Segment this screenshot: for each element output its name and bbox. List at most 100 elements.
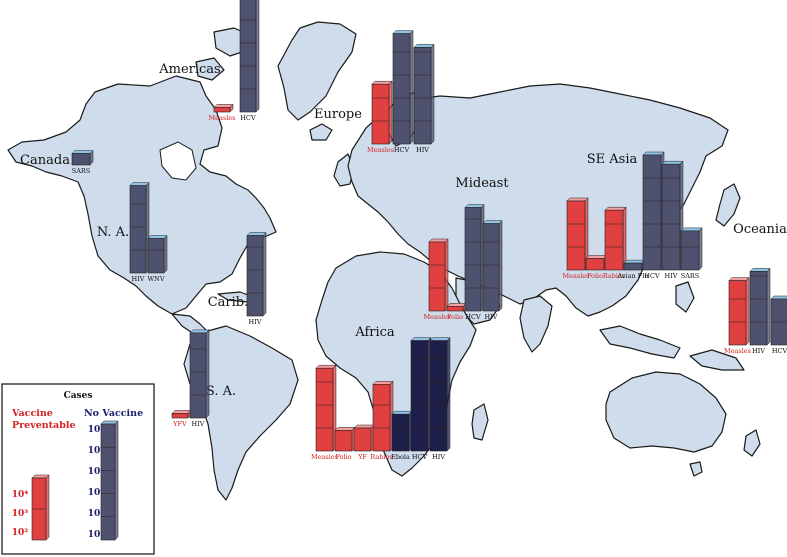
bar-americas-measles: Measles	[209, 103, 236, 122]
legend-no-vaccine-ticks: 10⁷ 10⁶ 10⁵ 10⁴ 10³ 10²	[88, 425, 105, 540]
region-label: Europe	[314, 107, 362, 122]
bar-africa-ebola: Ebola	[391, 410, 413, 461]
region-label: S. A.	[206, 384, 236, 399]
bar-oceania-hiv: HIV	[749, 267, 771, 355]
legend: Cases Vaccine Preventable No Vaccine 10⁷…	[1, 383, 155, 555]
legend-no-vaccine-tick: 10³	[88, 509, 105, 519]
bar-carib--hiv: HIV	[246, 231, 267, 326]
bar-label: Polio	[587, 272, 603, 280]
bar-front	[429, 340, 448, 452]
bar-label: HIV	[192, 420, 205, 428]
bar-s-a--yfv: YFV	[171, 409, 192, 428]
bar-front	[334, 429, 353, 452]
bar-front	[371, 83, 390, 145]
bar-label: YFV	[172, 420, 187, 428]
region-label: N. A.	[97, 225, 129, 240]
bar-label: HCV	[772, 347, 787, 355]
bar-front	[642, 154, 662, 271]
bar-label: Measles	[724, 347, 751, 355]
bar-front	[728, 280, 747, 346]
bar-label: HIV	[416, 146, 429, 154]
arctic-islands-2	[195, 57, 225, 81]
bar-front	[410, 340, 429, 452]
bar-front	[391, 413, 410, 452]
bar-top	[315, 364, 337, 369]
bar-front	[661, 163, 681, 271]
bar-front	[147, 238, 165, 274]
bar-s-a--hiv: HIV	[189, 329, 210, 428]
region-labels: Americas Canada N. A. Carib. S. A. Europe Mide…	[20, 62, 787, 399]
legend-vaccine-label-2: Preventable	[12, 420, 76, 431]
bar-front	[239, 0, 257, 113]
bar-front	[353, 427, 372, 452]
bar-label: Ebola	[391, 453, 410, 461]
bar-label: HIV	[665, 272, 678, 280]
bar-front	[566, 200, 586, 271]
bar-africa-hiv: HIV	[429, 336, 451, 461]
bar-africa-hcv: HCV	[410, 336, 432, 461]
madagascar	[471, 403, 489, 441]
bar-europe-measles: Measles	[367, 80, 394, 154]
bar-label: Measles	[367, 146, 394, 154]
bar-label: HCV	[412, 453, 428, 461]
bar-side	[745, 276, 750, 346]
bar-label: SARS	[681, 272, 700, 280]
bar-americas-hcv: HCV	[239, 0, 260, 122]
bar-africa-measles: Measles	[311, 364, 338, 461]
bar-oceania-hcv: HCV	[770, 295, 787, 355]
legend-no-vaccine-tick: 10⁴	[88, 488, 105, 498]
bar-side	[444, 238, 449, 312]
bar-side	[698, 227, 703, 271]
bar-top	[371, 80, 393, 85]
bar-top	[566, 197, 589, 202]
legend-vaccine-tick: 10³	[12, 509, 29, 519]
legend-bar-side	[45, 474, 50, 541]
bar-top	[429, 337, 451, 341]
bar-side	[446, 336, 451, 452]
bar-side	[430, 43, 435, 145]
bar-front	[189, 332, 207, 419]
legend-no-vaccine-label: No Vaccine	[84, 408, 143, 419]
bar-label: Rabies	[370, 453, 392, 461]
region-label: Africa	[354, 325, 395, 340]
bar-label: HIV	[752, 347, 765, 355]
iceland	[309, 123, 333, 141]
legend-vaccine-tick: 10⁴	[12, 490, 29, 500]
bar-top	[770, 295, 787, 300]
bar-label: SARS	[72, 167, 91, 175]
region-label: Carib.	[208, 295, 249, 310]
bar-side	[766, 267, 771, 346]
bar-n-a--hiv: HIV	[129, 181, 150, 283]
bar-mideast-hiv: HIV	[482, 219, 503, 321]
hudson-bay	[159, 141, 197, 181]
bar-front	[482, 223, 500, 312]
india	[519, 295, 553, 353]
legend-bars	[31, 420, 119, 541]
region-label: Canada	[20, 153, 70, 168]
bar-top	[680, 227, 703, 232]
bar-side	[622, 206, 627, 271]
bar-front	[413, 47, 432, 145]
legend-vaccine-label-1: Vaccine	[11, 408, 53, 419]
bar-label: HIV	[249, 318, 262, 326]
bar-se-asia-sars: SARS	[680, 227, 703, 280]
bar-top	[413, 44, 435, 48]
legend-no-vaccine-tick: 10⁶	[88, 446, 105, 456]
bar-top	[392, 30, 414, 34]
bar-front	[428, 241, 446, 312]
new-zealand	[743, 429, 761, 457]
philippines	[675, 281, 695, 313]
bar-top	[410, 337, 432, 341]
bar-africa-polio: Polio	[334, 426, 356, 461]
southeast-asia-islands	[599, 325, 681, 359]
bar-label: Measles	[209, 114, 236, 122]
bar-top	[749, 268, 771, 272]
bar-label: YF	[357, 453, 367, 461]
legend-vaccine-bar	[31, 474, 50, 541]
bar-canada-sars: SARS	[71, 149, 94, 175]
bar-top	[623, 259, 646, 264]
bar-front	[585, 258, 605, 271]
bar-front	[623, 262, 643, 271]
legend-vaccine-ticks: 10⁴ 10³ 10²	[12, 490, 29, 538]
